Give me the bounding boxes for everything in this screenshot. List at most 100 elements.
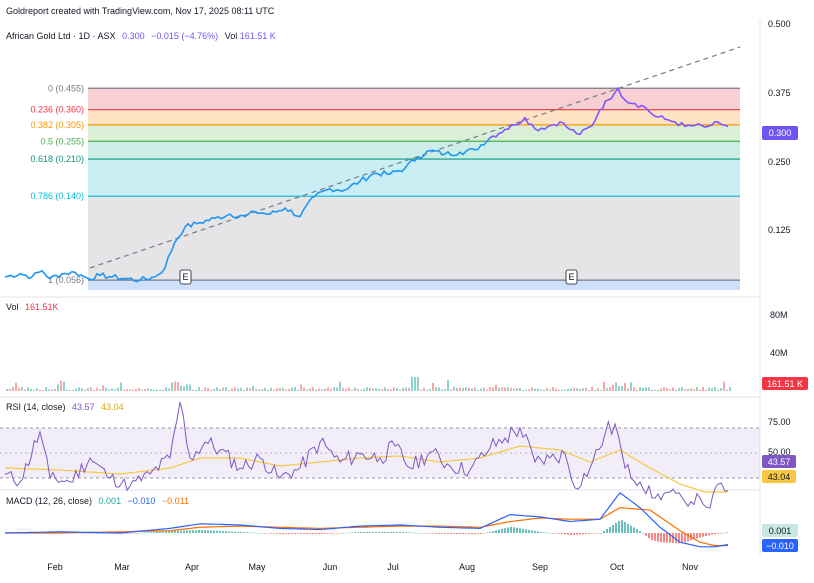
volume-bar (666, 387, 668, 391)
volume-bar (132, 389, 134, 391)
macd-hist-bar (159, 531, 161, 533)
volume-bar (450, 389, 452, 391)
volume-bar (651, 389, 653, 391)
volume-bar (165, 387, 167, 391)
time-axis-label: Jun (323, 562, 338, 572)
macd-hist-bar (720, 533, 722, 534)
macd-hist-bar (576, 533, 578, 535)
volume-bar (294, 387, 296, 391)
macd-hist-bar (456, 533, 458, 535)
macd-hist-bar (657, 533, 659, 542)
volume-bar (156, 389, 158, 391)
fib-band (88, 141, 740, 160)
macd-hist-bar (186, 530, 188, 533)
volume-bar (231, 388, 233, 391)
volume-bar (489, 387, 491, 391)
macd-hist-bar (567, 533, 569, 535)
macd-hist-bar (444, 533, 446, 535)
volume-bar (159, 389, 161, 391)
volume-bar (12, 387, 14, 391)
svg-text:E: E (182, 272, 188, 282)
volume-bar (522, 389, 524, 391)
macd-hist-bar (663, 533, 665, 543)
macd-hist-bar (258, 532, 260, 534)
macd-hist-bar (465, 533, 467, 535)
macd-hist-bar (132, 533, 134, 534)
volume-bar (168, 388, 170, 391)
earnings-marker-2[interactable]: E (565, 269, 578, 285)
macd-hist-bar (225, 531, 227, 533)
macd-hist-bar (414, 532, 416, 534)
macd-hist-badge-text: 0.001 (769, 526, 792, 536)
time-axis-label: May (248, 562, 266, 572)
volume-bar (309, 388, 311, 391)
volume-bar (261, 389, 263, 391)
macd-hist-bar (519, 528, 521, 533)
price-line-purple (489, 86, 729, 139)
volume-bar (417, 377, 419, 391)
volume-bar (618, 386, 620, 391)
volume-value: 161.51K (25, 302, 59, 312)
macd-hist-bar (222, 531, 224, 533)
volume-bar (681, 387, 683, 391)
volume-bar (174, 381, 176, 391)
legend-price: 0.300 (122, 31, 145, 41)
volume-bar (429, 389, 431, 391)
volume-bar (279, 387, 281, 391)
earnings-marker-1[interactable]: E (179, 269, 192, 285)
volume-bar (453, 387, 455, 391)
volume-bar (54, 389, 56, 391)
volume-bar (264, 387, 266, 391)
macd-hist-bar (492, 531, 494, 533)
price-axis[interactable]: 0.500 0.375 0.250 0.125 0.300 (762, 19, 798, 235)
macd-hist-bar (468, 533, 470, 535)
volume-bar (27, 387, 29, 391)
volume-bar (84, 389, 86, 391)
volume-bar (432, 382, 434, 391)
macd-hist-bar (486, 532, 488, 534)
macd-signal-value: −0.011 (162, 496, 189, 506)
volume-bar (273, 389, 275, 391)
macd-line-value: −0.010 (128, 496, 156, 506)
price-tick: 0.125 (768, 225, 791, 235)
volume-bar (93, 389, 95, 391)
volume-bar (519, 387, 521, 391)
macd-hist-bar (234, 531, 236, 533)
svg-text:MACD (12, 26, close) 0.0: MACD (12, 26, close) 0.001 −0.010 −0.011 (6, 496, 189, 506)
macd-hist-bar (309, 533, 311, 535)
macd-hist-bar (339, 533, 341, 534)
macd-hist-bar (240, 531, 242, 533)
volume-bar (525, 389, 527, 391)
macd-hist-bar (585, 533, 587, 535)
volume-bar (210, 389, 212, 391)
price-tick: 0.500 (768, 19, 791, 29)
volume-bar (135, 388, 137, 391)
macd-hist-bar (549, 532, 551, 534)
fib-retracement[interactable]: 0 (0.455) 0.236 (0.360) 0.382 (0.305) 0.5 (… (30, 83, 740, 290)
volume-bar (477, 389, 479, 391)
macd-hist-bar (588, 533, 590, 534)
rsi-line (4, 401, 729, 509)
macd-hist-bar (246, 532, 248, 533)
macd-hist-bar (441, 533, 443, 535)
volume-bar (567, 388, 569, 391)
volume-bar (633, 387, 635, 391)
volume-bar (411, 377, 413, 391)
volume-bar (114, 389, 116, 391)
volume-bar (447, 379, 449, 391)
macd-badge (762, 539, 798, 552)
volume-bar (228, 389, 230, 391)
macd-hist-bar (582, 533, 584, 535)
macd-hist-bar (591, 533, 593, 534)
trend-line[interactable] (89, 46, 741, 269)
time-axis[interactable]: Feb Mar Apr May Jun Jul Aug Sep Oct Nov (47, 562, 698, 572)
volume-bar (621, 386, 623, 391)
macd-hist-bar (252, 532, 254, 534)
macd-hist-bar (618, 520, 620, 533)
volume-tick: 40M (770, 348, 788, 358)
time-axis-label: Mar (114, 562, 130, 572)
macd-hist-bar (120, 533, 122, 535)
macd-hist-bar (189, 530, 191, 533)
volume-bar (195, 389, 197, 391)
volume-bar (171, 382, 173, 391)
